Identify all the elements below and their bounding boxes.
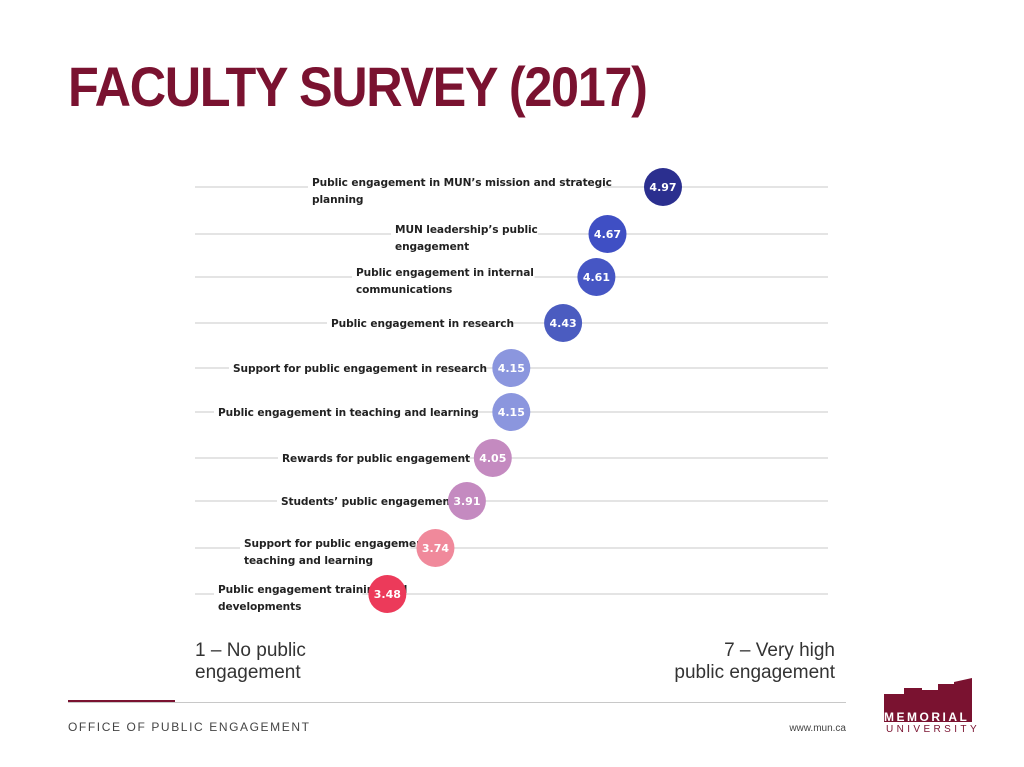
- row-label: Support for public engagement in teaching…: [244, 538, 443, 567]
- value-label: 4.61: [583, 271, 610, 284]
- logo-wordmark-memorial: MEMORIAL: [884, 710, 970, 724]
- row-label-line: Public engagement training and: [218, 584, 407, 596]
- row-label: Public engagement in research: [331, 318, 514, 330]
- row-label-line: MUN leadership’s public: [395, 224, 538, 236]
- row-label-line: Rewards for public engagement: [282, 453, 470, 465]
- row-label-line: Public engagement in MUN’s mission and s…: [312, 177, 612, 189]
- value-label: 4.15: [498, 362, 525, 375]
- row-label: Public engagement in internal communicati…: [356, 267, 534, 296]
- row-label: Public engagement in MUN’s mission and s…: [312, 177, 612, 206]
- row-label-line: engagement: [395, 241, 469, 253]
- value-dot: [473, 439, 512, 477]
- row-label-line: Public engagement in teaching and learni…: [218, 407, 479, 419]
- value-label: 3.48: [374, 588, 401, 601]
- chart-row: Public engagement in internal communicati…: [195, 258, 828, 296]
- row-label-line: communications: [356, 284, 452, 296]
- value-dot: [577, 258, 616, 296]
- value-dot: [492, 393, 531, 431]
- row-label: MUN leadership’s public engagement: [395, 224, 538, 253]
- row-label: Students’ public engagement: [281, 496, 455, 508]
- chart-row: Support for public engagement in teaching…: [195, 529, 828, 567]
- value-label: 3.74: [422, 542, 449, 555]
- value-dot: [644, 168, 682, 206]
- value-label: 4.67: [594, 228, 621, 241]
- chart-row: Public engagement in research 4.43: [195, 304, 828, 342]
- row-label: Public engagement in teaching and learni…: [218, 407, 479, 419]
- value-label: 4.05: [479, 452, 506, 465]
- footer-divider: [68, 702, 846, 703]
- chart-row: Public engagement in teaching and learni…: [195, 393, 828, 431]
- footer-website: www.mun.ca: [789, 723, 846, 734]
- row-label-line: Public engagement in research: [331, 318, 514, 330]
- value-dot: [588, 215, 627, 253]
- value-dot: [492, 349, 531, 387]
- chart-row: Rewards for public engagement 4.05: [195, 439, 828, 477]
- value-label: 3.91: [453, 495, 480, 508]
- chart-row: Public engagement in MUN’s mission and s…: [195, 168, 828, 206]
- scale-min-label-line-2: engagement: [195, 662, 301, 683]
- scale-min-label: 1 – No public engagement: [195, 640, 306, 684]
- value-dot: [368, 575, 407, 613]
- row-label-line: teaching and learning: [244, 555, 373, 567]
- footer-office-name: OFFICE OF PUBLIC ENGAGEMENT: [68, 720, 311, 734]
- value-dot: [416, 529, 455, 567]
- scale-max-label-line-2: public engagement: [674, 662, 835, 683]
- memorial-university-logo-icon: [884, 678, 972, 722]
- value-label: 4.43: [550, 317, 577, 330]
- scale-min-label-line-1: 1 – No public: [195, 640, 306, 661]
- scale-max-label: 7 – Very high public engagement: [674, 640, 835, 684]
- row-label-line: planning: [312, 194, 363, 206]
- slide-title: FACULTY SURVEY (2017): [68, 55, 648, 118]
- value-label: 4.97: [649, 181, 676, 194]
- value-dot: [544, 304, 583, 342]
- value-dot: [447, 482, 486, 520]
- chart-row: MUN leadership’s public engagement 4.67: [195, 215, 828, 253]
- logo-wordmark-university: UNIVERSITY: [886, 724, 981, 735]
- scale-max-label-line-1: 7 – Very high: [724, 640, 835, 661]
- row-label-line: Support for public engagement in researc…: [233, 363, 487, 375]
- row-label: Rewards for public engagement: [282, 453, 470, 465]
- row-label-line: Support for public engagement in: [244, 538, 443, 550]
- row-label: Public engagement training and developmen…: [218, 584, 407, 613]
- chart-row: Support for public engagement in researc…: [195, 349, 828, 387]
- row-label: Support for public engagement in researc…: [233, 363, 487, 375]
- row-label-line: Public engagement in internal: [356, 267, 534, 279]
- chart-row: Public engagement training and developmen…: [195, 575, 828, 613]
- row-label-line: Students’ public engagement: [281, 496, 455, 508]
- row-label-line: developments: [218, 601, 301, 613]
- footer-accent-bar: [68, 700, 175, 703]
- value-label: 4.15: [498, 406, 525, 419]
